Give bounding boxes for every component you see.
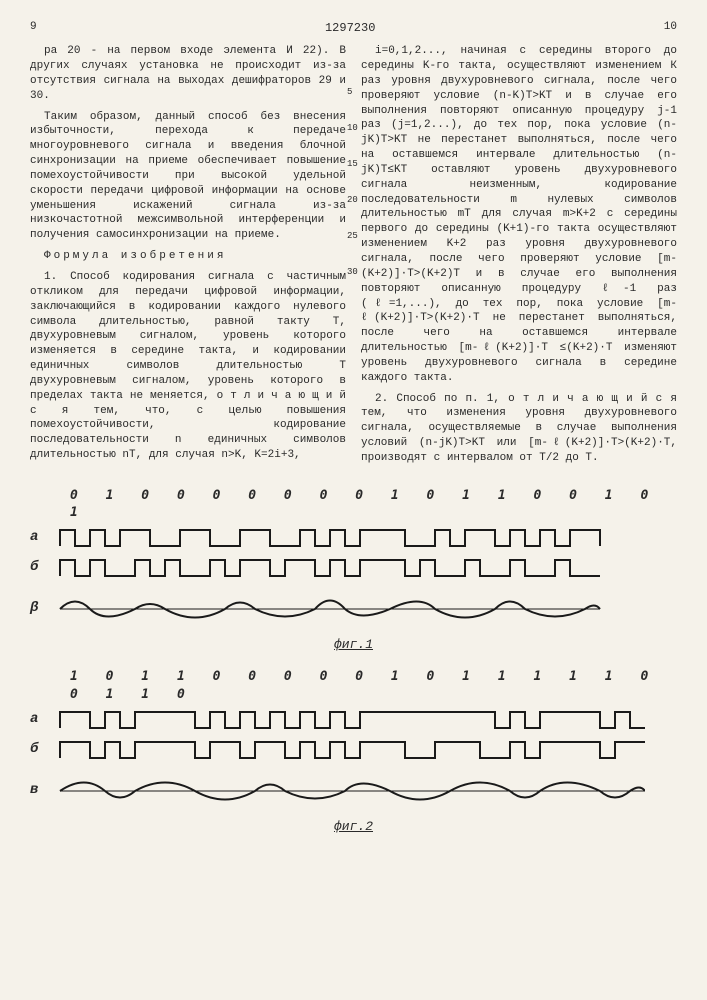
bit-sequence: 0 1 0 0 0 0 0 0 0 1 0 1 1 0 0 1 0 1	[70, 487, 677, 522]
line-numbers: 5 10 15 20 25 30	[347, 74, 358, 290]
waveform-v-sine	[55, 766, 645, 816]
waveform-v-sine	[55, 584, 605, 634]
figure-label: фиг.1	[30, 636, 677, 654]
waveform-b-square	[55, 554, 605, 582]
waveform-label-v: β	[30, 599, 55, 618]
document-number: 1297230	[37, 20, 664, 36]
paragraph: Таким образом, данный способ без внесени…	[30, 110, 346, 244]
paragraph: ра 20 - на первом входе элемента И 22). …	[30, 44, 346, 103]
bit-sequence: 1 0 1 1 0 0 0 0 0 1 0 1 1 1 1 1 0 0 1 1 …	[70, 668, 677, 703]
column-left: ра 20 - на первом входе элемента И 22). …	[30, 44, 346, 472]
waveform-label-v: в	[30, 781, 55, 800]
page-number-right: 10	[664, 20, 677, 36]
figure-1: 0 1 0 0 0 0 0 0 0 1 0 1 1 0 0 1 0 1 а б …	[30, 487, 677, 654]
waveform-label-a: а	[30, 528, 55, 547]
paragraph: 1. Способ кодирования сигнала с частичны…	[30, 270, 346, 463]
waveform-a-square	[55, 706, 645, 734]
waveform-label-b: б	[30, 558, 55, 577]
column-right: i=0,1,2..., начиная с середины второго д…	[361, 44, 677, 472]
page-number-left: 9	[30, 20, 37, 36]
formula-heading: Формула изобретения	[30, 249, 346, 264]
waveform-b-square: к=3	[55, 736, 645, 764]
figure-label: фиг.2	[30, 818, 677, 836]
paragraph: 2. Способ по п. 1, о т л и ч а ю щ и й с…	[361, 392, 677, 466]
waveform-label-a: а	[30, 710, 55, 729]
figure-2: 1 0 1 1 0 0 0 0 0 1 0 1 1 1 1 1 0 0 1 1 …	[30, 668, 677, 835]
waveform-label-b: б	[30, 740, 55, 759]
paragraph: i=0,1,2..., начиная с середины второго д…	[361, 44, 677, 385]
waveform-a-square	[55, 524, 605, 552]
